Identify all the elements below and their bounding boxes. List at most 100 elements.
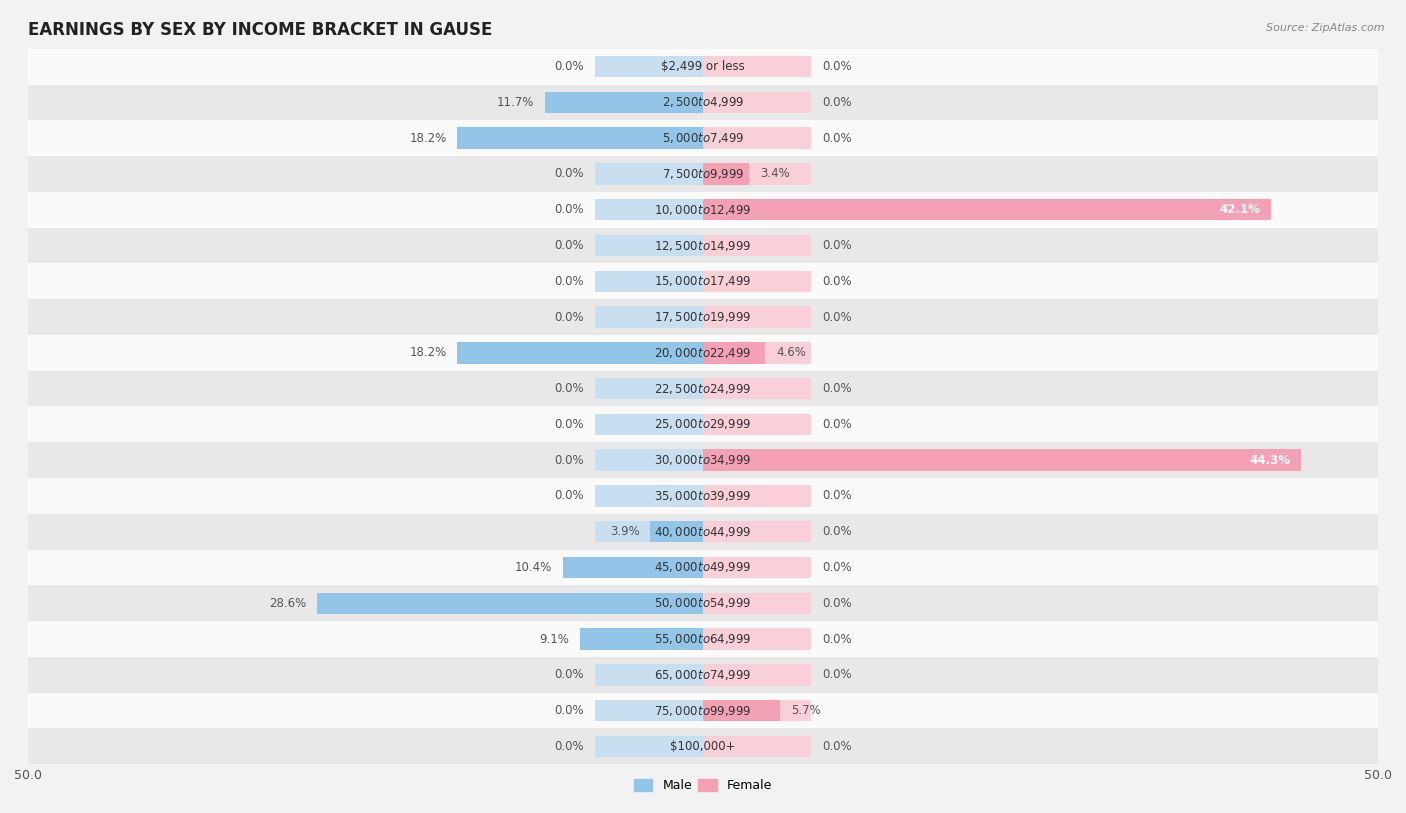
Bar <box>28 85 1378 120</box>
Bar <box>595 450 703 471</box>
Bar <box>595 92 703 113</box>
Bar <box>28 335 1378 371</box>
Bar <box>703 414 811 435</box>
Text: 0.0%: 0.0% <box>821 489 852 502</box>
Text: 0.0%: 0.0% <box>821 382 852 395</box>
Bar <box>703 342 811 363</box>
Bar <box>703 736 811 757</box>
Bar <box>28 156 1378 192</box>
Bar <box>595 664 703 685</box>
Text: 10.4%: 10.4% <box>515 561 551 574</box>
Bar <box>703 628 811 650</box>
Text: 0.0%: 0.0% <box>554 454 585 467</box>
Text: 44.3%: 44.3% <box>1249 454 1291 467</box>
Text: 0.0%: 0.0% <box>554 275 585 288</box>
Text: 0.0%: 0.0% <box>554 203 585 216</box>
Text: $10,000 to $12,499: $10,000 to $12,499 <box>654 202 752 217</box>
Text: 4.6%: 4.6% <box>776 346 806 359</box>
Bar <box>703 700 811 721</box>
Text: 0.0%: 0.0% <box>554 489 585 502</box>
Text: 5.7%: 5.7% <box>790 704 821 717</box>
Bar <box>595 628 703 650</box>
Text: 0.0%: 0.0% <box>821 633 852 646</box>
Text: $75,000 to $99,999: $75,000 to $99,999 <box>654 703 752 718</box>
Bar <box>595 736 703 757</box>
Text: 0.0%: 0.0% <box>821 275 852 288</box>
Bar <box>703 700 780 721</box>
Text: 28.6%: 28.6% <box>269 597 307 610</box>
Bar <box>703 199 1271 220</box>
Text: 0.0%: 0.0% <box>821 740 852 753</box>
Text: 0.0%: 0.0% <box>554 382 585 395</box>
Text: $5,000 to $7,499: $5,000 to $7,499 <box>662 131 744 146</box>
Text: 0.0%: 0.0% <box>554 418 585 431</box>
Text: 0.0%: 0.0% <box>821 132 852 145</box>
Text: 0.0%: 0.0% <box>821 239 852 252</box>
Bar <box>595 307 703 328</box>
Bar <box>703 92 811 113</box>
Bar <box>595 485 703 506</box>
Bar <box>562 557 703 578</box>
Bar <box>28 478 1378 514</box>
Bar <box>595 557 703 578</box>
Bar <box>703 593 811 614</box>
Bar <box>28 657 1378 693</box>
Bar <box>595 235 703 256</box>
Text: 0.0%: 0.0% <box>554 740 585 753</box>
Text: 11.7%: 11.7% <box>496 96 534 109</box>
Bar <box>28 621 1378 657</box>
Text: $20,000 to $22,499: $20,000 to $22,499 <box>654 346 752 360</box>
Text: 9.1%: 9.1% <box>540 633 569 646</box>
Bar <box>595 163 703 185</box>
Bar <box>595 199 703 220</box>
Bar <box>595 414 703 435</box>
Text: $40,000 to $44,999: $40,000 to $44,999 <box>654 524 752 539</box>
Bar <box>703 163 811 185</box>
Bar <box>28 228 1378 263</box>
Text: $15,000 to $17,499: $15,000 to $17,499 <box>654 274 752 289</box>
Bar <box>457 342 703 363</box>
Bar <box>703 307 811 328</box>
Bar <box>703 450 811 471</box>
Text: 3.4%: 3.4% <box>759 167 789 180</box>
Bar <box>28 120 1378 156</box>
Text: 0.0%: 0.0% <box>821 525 852 538</box>
Bar <box>595 593 703 614</box>
Bar <box>703 235 811 256</box>
Bar <box>28 371 1378 406</box>
Bar <box>651 521 703 542</box>
Bar <box>28 192 1378 228</box>
Bar <box>703 378 811 399</box>
Bar <box>595 56 703 77</box>
Text: $2,500 to $4,999: $2,500 to $4,999 <box>662 95 744 110</box>
Bar <box>28 550 1378 585</box>
Bar <box>703 56 811 77</box>
Bar <box>595 521 703 542</box>
Text: EARNINGS BY SEX BY INCOME BRACKET IN GAUSE: EARNINGS BY SEX BY INCOME BRACKET IN GAU… <box>28 21 492 39</box>
Bar <box>703 199 811 220</box>
Text: 0.0%: 0.0% <box>554 167 585 180</box>
Bar <box>703 450 1301 471</box>
Bar <box>703 342 765 363</box>
Bar <box>703 664 811 685</box>
Bar <box>595 378 703 399</box>
Text: 0.0%: 0.0% <box>554 311 585 324</box>
Text: $50,000 to $54,999: $50,000 to $54,999 <box>654 596 752 611</box>
Text: 42.1%: 42.1% <box>1219 203 1260 216</box>
Text: $65,000 to $74,999: $65,000 to $74,999 <box>654 667 752 682</box>
Text: 0.0%: 0.0% <box>821 668 852 681</box>
Bar <box>595 342 703 363</box>
Text: $35,000 to $39,999: $35,000 to $39,999 <box>654 489 752 503</box>
Bar <box>703 485 811 506</box>
Text: 0.0%: 0.0% <box>554 239 585 252</box>
Bar <box>703 557 811 578</box>
Text: 0.0%: 0.0% <box>821 311 852 324</box>
Text: $12,500 to $14,999: $12,500 to $14,999 <box>654 238 752 253</box>
Bar <box>28 693 1378 728</box>
Text: $25,000 to $29,999: $25,000 to $29,999 <box>654 417 752 432</box>
Text: 0.0%: 0.0% <box>821 597 852 610</box>
Text: 0.0%: 0.0% <box>821 418 852 431</box>
Text: $100,000+: $100,000+ <box>671 740 735 753</box>
Bar <box>703 271 811 292</box>
Bar <box>28 514 1378 550</box>
